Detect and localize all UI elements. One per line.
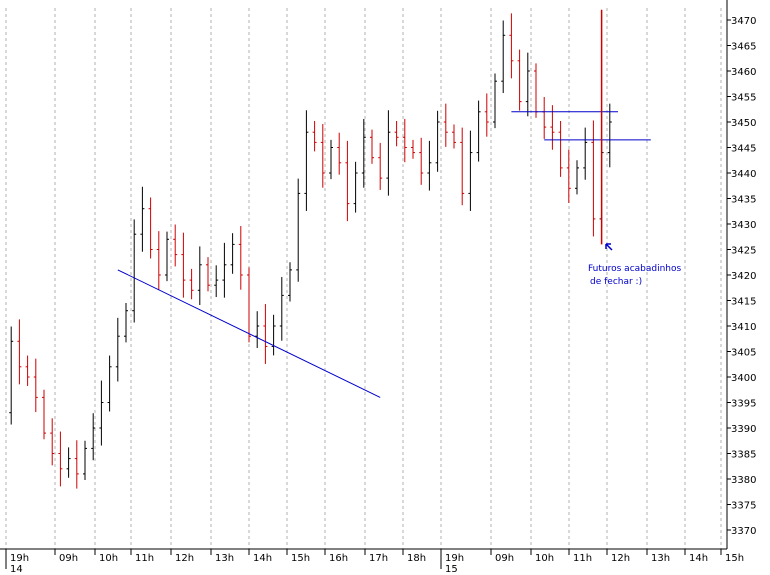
y-axis: 3370 3375 3380 3385 3390 3395 3400 3405 3410 3415… bbox=[727, 16, 756, 537]
price-bars bbox=[9, 13, 612, 489]
y-tick-label: 3395 bbox=[731, 399, 756, 410]
x-tick-label: 13h bbox=[651, 553, 670, 564]
day-label: 15 bbox=[445, 564, 458, 575]
y-tick-label: 3415 bbox=[731, 297, 756, 308]
y-tick-label: 3405 bbox=[731, 348, 756, 359]
annotation: Futuros acabadinhos de fechar :) bbox=[588, 243, 682, 287]
x-tick-label: 16h bbox=[329, 553, 348, 564]
x-tick-label: 19h bbox=[445, 553, 464, 564]
y-tick-label: 3450 bbox=[731, 118, 756, 129]
x-tick-label: 15h bbox=[725, 553, 744, 564]
x-tick-label: 12h bbox=[611, 553, 630, 564]
x-axis: 19h 09h 10h 11h 12h 13h 14h 15h 16h 17h 18h 19h 09h 1… bbox=[5, 549, 744, 575]
y-tick-label: 3470 bbox=[731, 16, 756, 27]
y-tick-label: 3460 bbox=[731, 67, 756, 78]
x-tick-label: 14h bbox=[689, 553, 708, 564]
y-tick-label: 3440 bbox=[731, 169, 756, 180]
drawn-lines bbox=[117, 9, 651, 398]
y-tick-label: 3375 bbox=[731, 501, 756, 512]
x-tick-label: 09h bbox=[59, 553, 78, 564]
y-tick-label: 3385 bbox=[731, 450, 756, 461]
x-tick-label: 12h bbox=[175, 553, 194, 564]
y-tick-label: 3420 bbox=[731, 271, 756, 282]
x-tick-label: 19h bbox=[10, 553, 29, 564]
arrow-icon bbox=[605, 243, 613, 251]
x-tick-label: 11h bbox=[573, 553, 592, 564]
y-tick-label: 3430 bbox=[731, 220, 756, 231]
y-tick-label: 3425 bbox=[731, 246, 756, 257]
annotation-line-2: de fechar :) bbox=[590, 277, 642, 287]
x-tick-label: 18h bbox=[407, 553, 426, 564]
gridlines bbox=[5, 8, 722, 549]
annotation-line-1: Futuros acabadinhos bbox=[588, 264, 682, 274]
x-tick-label: 11h bbox=[135, 553, 154, 564]
x-tick-label: 10h bbox=[99, 553, 118, 564]
x-tick-label: 10h bbox=[535, 553, 554, 564]
x-tick-label: 09h bbox=[495, 553, 514, 564]
y-tick-label: 3465 bbox=[731, 42, 756, 53]
day-label: 14 bbox=[10, 564, 23, 575]
x-tick-label: 14h bbox=[253, 553, 272, 564]
y-tick-label: 3370 bbox=[731, 526, 756, 537]
y-tick-label: 3435 bbox=[731, 195, 756, 206]
x-tick-label: 15h bbox=[291, 553, 310, 564]
y-tick-label: 3400 bbox=[731, 373, 756, 384]
y-tick-label: 3455 bbox=[731, 93, 756, 104]
x-tick-label: 17h bbox=[369, 553, 388, 564]
y-tick-label: 3380 bbox=[731, 475, 756, 486]
y-tick-label: 3410 bbox=[731, 322, 756, 333]
x-tick-label: 13h bbox=[215, 553, 234, 564]
y-tick-label: 3445 bbox=[731, 144, 756, 155]
descending-trendline bbox=[117, 269, 381, 398]
y-tick-label: 3390 bbox=[731, 424, 756, 435]
